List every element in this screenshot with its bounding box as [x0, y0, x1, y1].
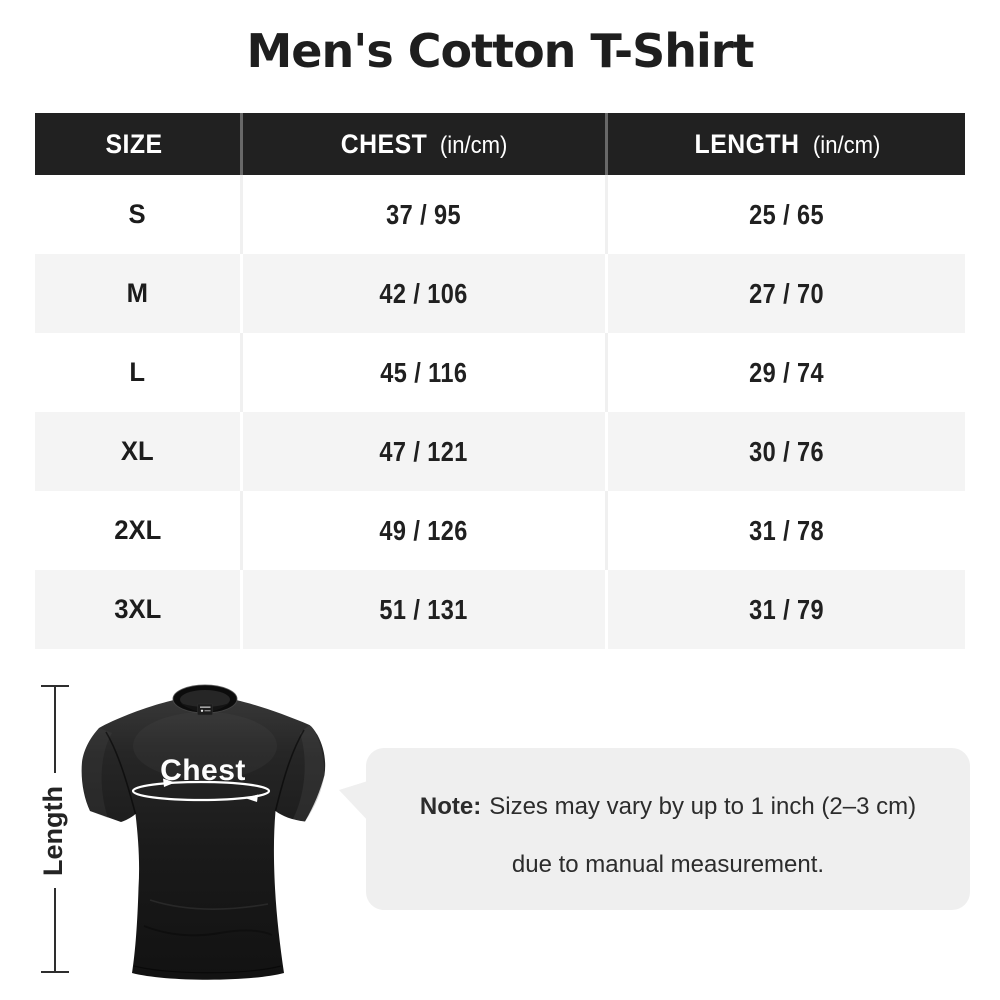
column-header-length: LENGTH (in/cm): [605, 113, 965, 175]
length-cell: 31 / 78: [749, 514, 824, 546]
size-cell: 2XL: [113, 515, 161, 545]
tshirt-image: Chest: [81, 684, 326, 980]
chest-arrow-left-icon: [245, 794, 258, 802]
header-row: SIZE CHEST (in/cm) LENGTH (in/cm): [35, 113, 965, 175]
chest-arrow-right-icon: [163, 778, 175, 787]
length-column-label: LENGTH: [694, 128, 800, 159]
length-cell: 29 / 74: [749, 356, 824, 388]
chest-column-unit: (in/cm): [440, 131, 508, 159]
length-cell: 30 / 76: [749, 435, 824, 467]
note-text-1: Sizes may vary by up to 1 inch (2–3 cm): [489, 793, 917, 820]
table-row: 2XL 49 / 126 31 / 78: [35, 491, 965, 570]
chest-measure-ellipse: [131, 780, 271, 802]
right-sleeve-highlight: [293, 725, 325, 822]
note-prefix: Note:: [419, 793, 482, 820]
table-row: 3XL 51 / 131 31 / 79: [35, 570, 965, 649]
chest-cell: 45 / 116: [380, 356, 468, 388]
chest-cell: 51 / 131: [379, 593, 469, 625]
tshirt-body: [81, 689, 326, 980]
note-line-2: due to manual measurement.: [366, 836, 970, 894]
size-cell: XL: [120, 436, 154, 466]
length-cell: 31 / 79: [749, 593, 824, 625]
length-measure-line: [41, 685, 69, 973]
chest-cell: 37 / 95: [386, 198, 462, 230]
hem-stitch-line: [133, 965, 282, 974]
chest-column-label: CHEST: [340, 128, 428, 159]
left-sleeve-seam: [105, 731, 137, 815]
fold-line: [149, 899, 269, 910]
fold-line: [219, 929, 273, 936]
size-column-label: SIZE: [105, 128, 163, 159]
table-row: M 42 / 106 27 / 70: [35, 254, 965, 333]
length-cell: 25 / 65: [749, 198, 824, 230]
table-row: S 37 / 95 25 / 65: [35, 175, 965, 254]
size-cell: L: [129, 357, 146, 387]
note-bubble-tail-icon: [339, 780, 371, 824]
right-sleeve-seam: [274, 729, 305, 812]
size-table-header: SIZE CHEST (in/cm) LENGTH (in/cm): [35, 113, 965, 175]
size-cell: 3XL: [113, 594, 161, 624]
length-cell: 27 / 70: [749, 277, 824, 309]
note-text-2: due to manual measurement.: [511, 851, 825, 878]
size-cell: S: [128, 199, 146, 229]
collar-inner-back: [180, 690, 230, 709]
chest-highlight: [133, 712, 277, 780]
column-header-chest: CHEST (in/cm): [239, 113, 606, 175]
chest-cell: 49 / 126: [379, 514, 469, 546]
left-sleeve-highlight: [81, 728, 112, 818]
size-cell: M: [126, 278, 148, 308]
size-table-body: S 37 / 95 25 / 65 M 42 / 106 27 / 70 L 4…: [35, 175, 965, 649]
fold-line: [143, 925, 221, 937]
length-label: Length: [38, 786, 68, 876]
size-table: SIZE CHEST (in/cm) LENGTH (in/cm) S 37 / 9…: [35, 113, 965, 649]
chest-cell: 42 / 106: [379, 277, 469, 309]
page-title: Men's Cotton T-Shirt: [246, 24, 755, 78]
chest-cell: 47 / 121: [379, 435, 469, 467]
length-column-unit: (in/cm): [812, 131, 881, 159]
note-bubble: Note: Sizes may vary by up to 1 inch (2–3…: [339, 748, 970, 910]
table-row: XL 47 / 121 30 / 76: [35, 412, 965, 491]
column-header-size: SIZE: [35, 113, 240, 175]
table-row: L 45 / 116 29 / 74: [35, 333, 965, 412]
note-line-1: Note: Sizes may vary by up to 1 inch (2–3…: [366, 778, 970, 836]
collar-brand-label: [197, 703, 213, 716]
